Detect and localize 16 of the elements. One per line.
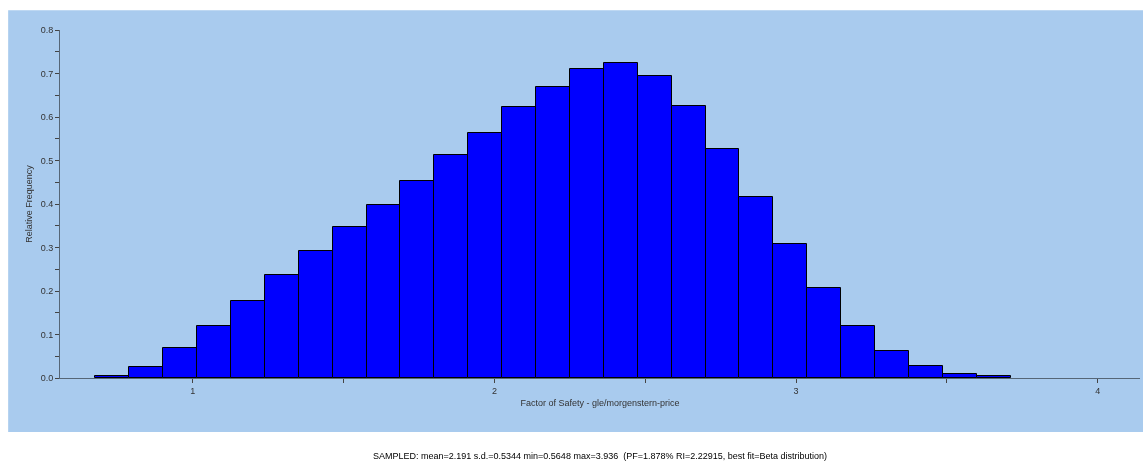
x-tick-label: 3 [793, 385, 799, 396]
y-tick-label: 0.7 [40, 68, 54, 79]
x-axis-title: Factor of Safety - gle/morgenstern-price [520, 397, 680, 408]
y-tick-label: 0.1 [40, 329, 54, 340]
x-tick-label: 1 [190, 385, 196, 396]
y-tick-label: 0.3 [40, 242, 54, 253]
y-tick-label: 0.0 [40, 373, 54, 384]
y-tick-label: 0.4 [40, 199, 54, 210]
x-tick-label: 4 [1095, 385, 1101, 396]
y-tick-label: 0.5 [40, 155, 54, 166]
x-tick-label: 2 [491, 385, 497, 396]
y-tick-label: 0.2 [40, 286, 54, 297]
text: SAMPLED: mean=2.191 s.d.=0.5344 min=0.5648 max=3.936 (PF=1.878% RI=2.22915, best fit=Beta distribution) [373, 451, 828, 461]
y-axis-title: Relative Frequency [24, 164, 35, 243]
y-tick-label: 0.6 [40, 112, 54, 123]
y-tick-label: 0.8 [40, 25, 54, 36]
